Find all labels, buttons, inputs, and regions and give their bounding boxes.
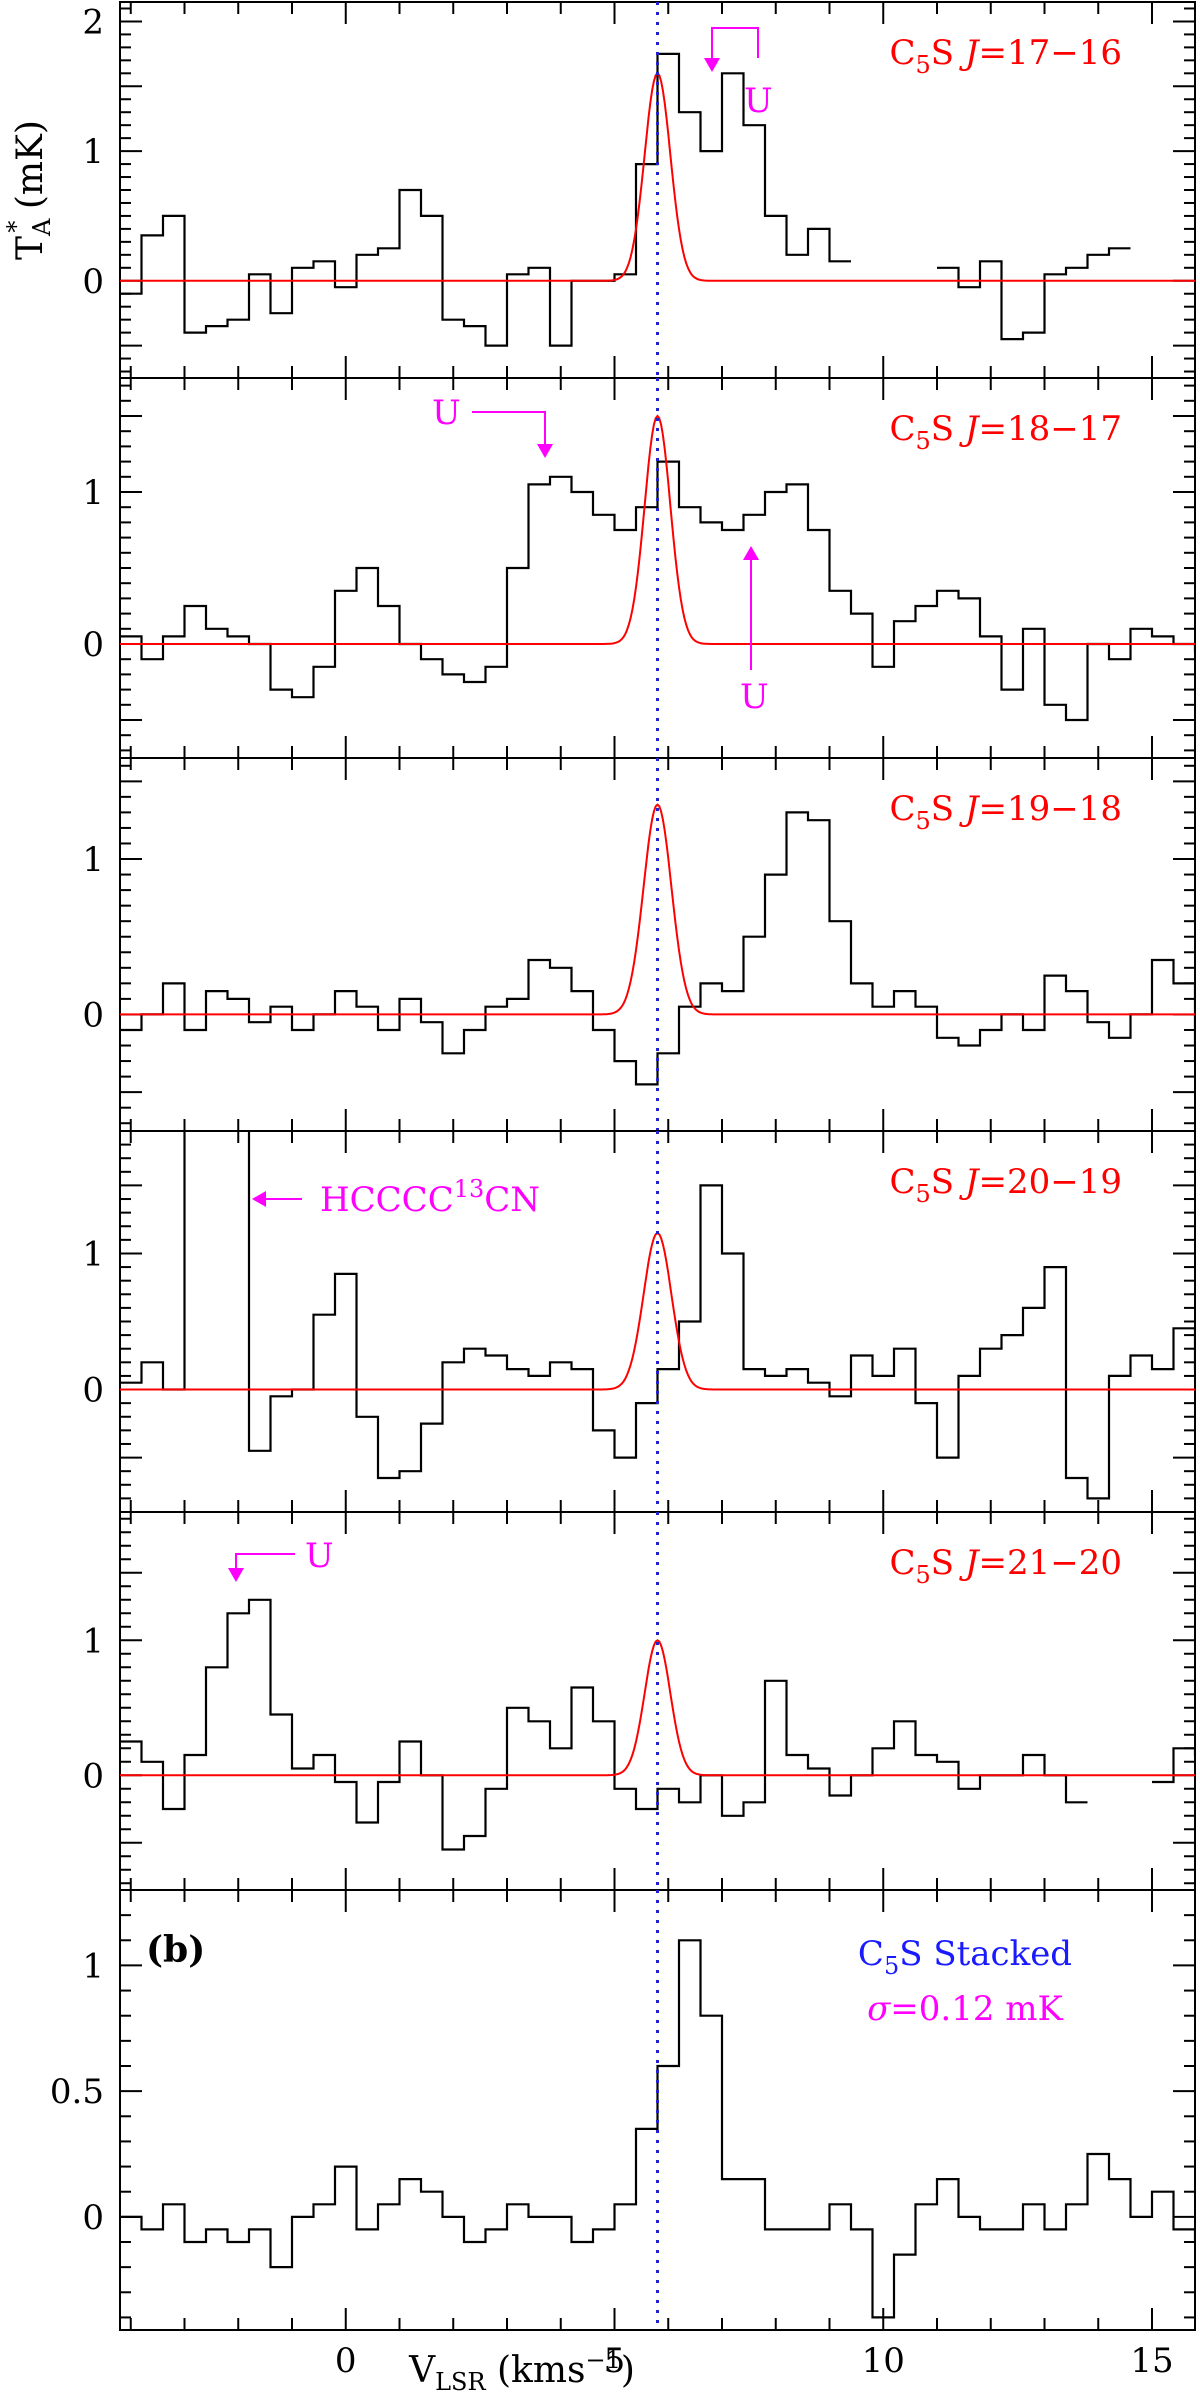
- arrow-head: [228, 1568, 244, 1582]
- stacked-label: C5S Stacked: [858, 1934, 1072, 1980]
- y-axis-label: TA* (mK): [2, 120, 56, 260]
- y-tick-label: 0: [82, 1756, 104, 1796]
- unidentified-label: U: [432, 393, 461, 433]
- annotation-arrow-up: U: [740, 546, 769, 717]
- y-tick-label: 1: [82, 473, 104, 513]
- y-tick-label: 1: [82, 1946, 104, 1986]
- y-tick-label: 2: [82, 2, 104, 42]
- panel-j18-17: 0 1 C5S J=18−17 U U: [82, 377, 1196, 759]
- arrow-head: [704, 58, 720, 72]
- plot-area: [120, 52, 1195, 347]
- arrow-line: [235, 1553, 295, 1572]
- transition-label: C5S J=20−19: [889, 1162, 1122, 1208]
- panels-group: 0 1 2 C5S J=17−16 U 0 1 C5S J=18−17 U U 0 1 C5S J=19…: [50, 1, 1196, 2381]
- unidentified-label: U: [740, 677, 769, 717]
- spectrum-histogram: [120, 1131, 1195, 1500]
- plot-area: [120, 1939, 1195, 2319]
- molecule-label: HCCCC13CN: [320, 1175, 540, 1220]
- y-tick-label: 0: [82, 1371, 104, 1411]
- transition-label: C5S J=18−17: [889, 409, 1122, 455]
- gaussian-fit-line: [120, 803, 1195, 1016]
- arrow-head: [537, 444, 553, 458]
- gaussian-fit-line: [120, 1639, 1195, 1777]
- transition-label: C5S J=19−18: [889, 789, 1122, 835]
- arrow-head: [743, 546, 759, 560]
- unidentified-label: U: [744, 81, 773, 121]
- x-tick-label: 0: [335, 2341, 357, 2381]
- spectrum-histogram: [120, 811, 1195, 1086]
- panel-tag: (b): [146, 1929, 205, 1971]
- y-tick-label: 0.5: [50, 2072, 104, 2112]
- y-tick-label: 1: [82, 132, 104, 172]
- arrow-head: [252, 1191, 266, 1207]
- transition-label: C5S J=17−16: [889, 33, 1122, 79]
- sigma-label: σ=0.12 mK: [867, 1989, 1063, 2029]
- spectrum-histogram: [120, 52, 1195, 347]
- panel-j20-19: 0 1 C5S J=20−19 HCCCC13CN: [82, 1130, 1196, 1513]
- x-tick-label: 10: [862, 2341, 905, 2381]
- spectrum-histogram: [120, 460, 1195, 722]
- transition-label: C5S J=21−20: [889, 1543, 1122, 1589]
- y-tick-label: 0: [82, 262, 104, 302]
- x-tick-label: 5: [604, 2341, 626, 2381]
- annotation-arrow-left-down: U: [228, 1536, 334, 1582]
- plot-area: [120, 803, 1195, 1086]
- arrow-line: [472, 411, 546, 448]
- y-tick-label: 0: [82, 2198, 104, 2238]
- panel-j19-18: 0 1 C5S J=19−18: [82, 757, 1196, 1132]
- unidentified-label: U: [305, 1536, 334, 1576]
- panel-j17-16: 0 1 2 C5S J=17−16 U: [82, 1, 1196, 379]
- plot-area: [120, 1131, 1195, 1500]
- annotation-arrow-left: HCCCC13CN: [252, 1175, 540, 1220]
- x-tick-label: 15: [1130, 2341, 1173, 2381]
- annotation-bracket: U: [704, 27, 773, 121]
- y-tick-label: 0: [82, 995, 104, 1035]
- plot-area: [120, 1598, 1195, 1851]
- y-tick-label: 1: [82, 840, 104, 880]
- spectrum-histogram: [120, 1598, 1195, 1851]
- bracket-line: [711, 27, 759, 62]
- panel-j21-20: 0 1 C5S J=21−20 U: [82, 1511, 1196, 1891]
- gaussian-fit-line: [120, 414, 1195, 645]
- x-axis-label: VLSR (kms−1): [408, 2346, 635, 2392]
- y-tick-label: 1: [82, 1621, 104, 1661]
- annotation-arrow-down: U: [432, 393, 553, 458]
- plot-area: [120, 414, 1195, 722]
- y-tick-label: 1: [82, 1234, 104, 1274]
- y-tick-label: 0: [82, 625, 104, 665]
- spectrum-histogram: [120, 1939, 1195, 2319]
